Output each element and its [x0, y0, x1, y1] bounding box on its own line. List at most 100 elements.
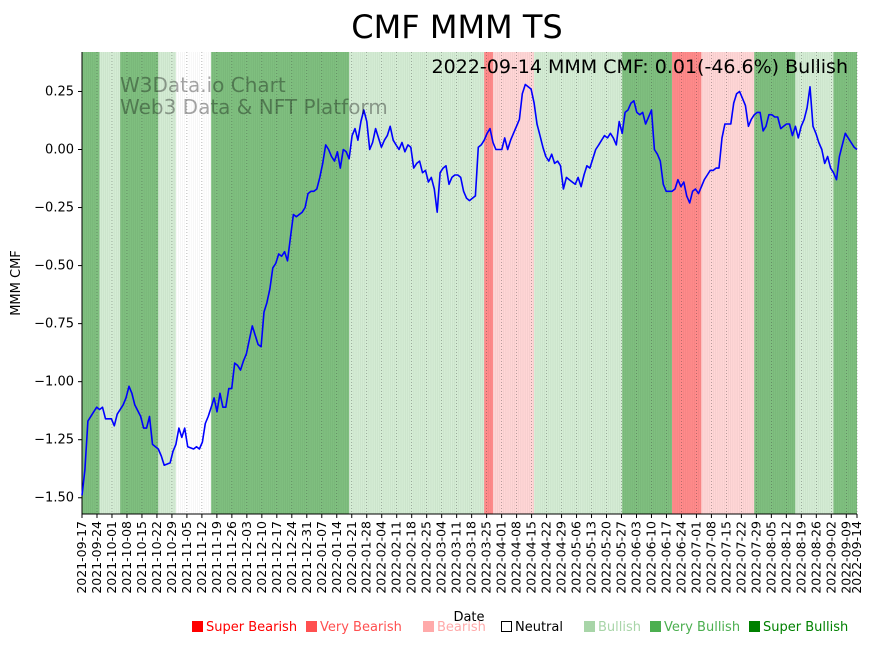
x-tick-label: 2022-04-01 [494, 521, 509, 594]
x-tick-label: 2022-06-17 [658, 521, 673, 594]
sentiment-band [484, 52, 493, 514]
y-tick-label: −1.25 [34, 433, 74, 448]
sentiment-band [492, 52, 535, 514]
x-tick-label: 2022-04-22 [539, 521, 554, 594]
x-tick-label: 2022-05-20 [599, 521, 614, 594]
x-tick-label: 2022-08-05 [763, 521, 778, 594]
legend-label: Bearish [437, 620, 486, 635]
x-tick-label: 2022-08-26 [808, 521, 823, 594]
y-tick-label: −1.00 [34, 375, 74, 390]
y-tick-label: 0.00 [45, 143, 74, 158]
y-tick-label: −1.50 [34, 491, 74, 506]
x-tick-label: 2022-02-11 [389, 521, 404, 594]
x-tick-label: 2022-05-06 [569, 521, 584, 594]
legend-label: Super Bearish [206, 620, 298, 635]
x-tick-label: 2022-06-03 [628, 521, 643, 594]
legend-item-very-bearish: Very Bearish [306, 620, 402, 635]
watermark-line-2: Web3 Data & NFT Platform [120, 95, 388, 119]
sentiment-band [534, 52, 582, 514]
x-tick-label: 2022-01-21 [344, 521, 359, 594]
sentiment-band [175, 52, 212, 514]
x-tick-label: 2022-05-13 [584, 521, 599, 594]
x-tick-label: 2021-09-17 [74, 521, 89, 594]
legend-swatch [584, 621, 595, 632]
sentiment-band [82, 52, 100, 514]
x-tick-label: 2021-10-29 [164, 521, 179, 594]
x-tick-label: 2022-02-04 [374, 521, 389, 594]
x-tick-label: 2021-11-26 [224, 521, 239, 594]
legend-label: Super Bullish [763, 620, 849, 635]
legend-item-bearish: Bearish [423, 620, 486, 635]
x-tick-label: 2022-07-15 [718, 521, 733, 594]
sentiment-legend: Super Bearish Very Bearish Bearish Neutr… [192, 620, 872, 640]
x-tick-label: 2022-06-10 [643, 521, 658, 594]
x-tick-label: 2021-10-01 [104, 521, 119, 594]
x-tick-label: 2022-01-28 [359, 521, 374, 594]
x-tick-label: 2022-07-01 [688, 521, 703, 594]
legend-item-bullish: Bullish [584, 620, 641, 635]
legend-swatch [192, 621, 203, 632]
legend-swatch [650, 621, 661, 632]
x-tick-label: 2022-08-19 [793, 521, 808, 594]
legend-label: Bullish [598, 620, 642, 635]
plot-area: 0.250.00−0.25−0.50−0.75−1.00−1.25−1.5020… [34, 52, 864, 594]
x-tick-label: 2022-04-08 [509, 521, 524, 594]
x-tick-label: 2022-09-09 [838, 521, 853, 594]
x-tick-label: 2021-12-24 [284, 521, 299, 594]
sentiment-band [99, 52, 121, 514]
sentiment-band [349, 52, 452, 514]
y-axis-label: MMM CMF [9, 250, 24, 316]
watermark-line-1: W3Data.io Chart [120, 73, 286, 97]
sentiment-band [158, 52, 176, 514]
x-tick-label: 2022-06-24 [673, 521, 688, 594]
x-tick-label: 2022-04-29 [554, 521, 569, 594]
x-axis-label: Date [453, 610, 484, 625]
sentiment-band [833, 52, 857, 514]
sentiment-band [672, 52, 702, 514]
x-tick-label: 2022-07-22 [733, 521, 748, 594]
x-tick-label: 2022-09-02 [823, 521, 838, 594]
x-tick-label: 2021-10-22 [149, 521, 164, 594]
x-tick-label: 2022-03-11 [449, 521, 464, 594]
x-tick-label: 2022-07-08 [703, 521, 718, 594]
legend-label: Very Bearish [320, 620, 402, 635]
x-tick-label: 2021-12-10 [254, 521, 269, 594]
x-tick-label: 2022-03-18 [464, 521, 479, 594]
x-tick-label: 2022-01-14 [329, 521, 344, 594]
x-tick-label: 2021-12-17 [269, 521, 284, 594]
x-tick-label: 2022-03-04 [434, 521, 449, 594]
x-tick-label: 2022-01-07 [314, 521, 329, 594]
x-tick-label: 2022-05-27 [614, 521, 629, 594]
x-tick-label: 2022-03-25 [479, 521, 494, 594]
x-tick-label: 2022-08-12 [778, 521, 793, 594]
legend-swatch [423, 621, 434, 632]
cmf-series-line [81, 83, 858, 496]
x-tick-label: 2022-09-14 [849, 521, 864, 594]
chart-title: CMF MMM TS [351, 8, 562, 46]
legend-label: Very Bullish [664, 620, 741, 635]
legend-swatch [749, 621, 760, 632]
x-tick-label: 2022-04-15 [524, 521, 539, 594]
sentiment-band [622, 52, 673, 514]
legend-item-super-bearish: Super Bearish [192, 620, 297, 635]
x-tick-label: 2021-09-24 [89, 521, 104, 594]
x-tick-label: 2021-12-03 [239, 521, 254, 594]
x-tick-label: 2022-02-25 [419, 521, 434, 594]
x-tick-label: 2022-02-18 [404, 521, 419, 594]
x-tick-label: 2021-11-19 [209, 521, 224, 594]
y-tick-label: 0.25 [45, 84, 74, 99]
y-tick-label: −0.75 [34, 317, 74, 332]
legend-item-neutral: Neutral [501, 620, 563, 635]
x-tick-label: 2022-07-29 [748, 521, 763, 594]
x-tick-label: 2021-11-12 [194, 521, 209, 594]
x-tick-label: 2021-11-05 [179, 521, 194, 594]
legend-label: Neutral [515, 620, 563, 635]
sentiment-band [754, 52, 796, 514]
sentiment-band [211, 52, 350, 514]
x-tick-label: 2021-10-08 [119, 521, 134, 594]
sentiment-band [451, 52, 485, 514]
y-tick-label: −0.50 [34, 259, 74, 274]
x-tick-label: 2021-12-31 [299, 521, 314, 594]
legend-swatch [306, 621, 317, 632]
